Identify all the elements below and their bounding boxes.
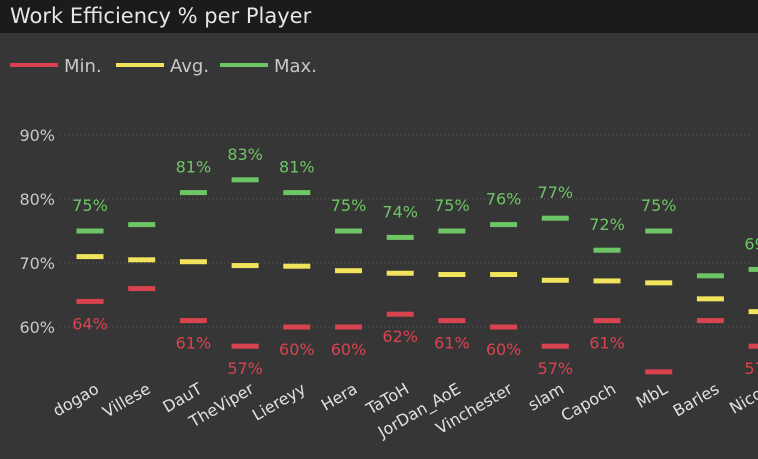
max-data-label: 81%: [176, 158, 212, 177]
min-data-label: 57%: [538, 359, 574, 378]
max-data-label: 75%: [641, 196, 677, 215]
min-mark: [386, 311, 414, 317]
avg-mark: [231, 263, 259, 269]
max-mark: [283, 190, 311, 196]
max-mark: [76, 228, 104, 234]
avg-mark: [335, 268, 362, 274]
x-tick-label: Barles: [670, 379, 723, 420]
avg-mark: [748, 309, 758, 315]
min-data-label: 61%: [176, 334, 212, 353]
x-tick-label: Villese: [99, 379, 153, 421]
max-mark: [490, 222, 518, 228]
max-mark: [748, 266, 758, 272]
max-mark: [128, 222, 156, 228]
avg-mark: [386, 270, 414, 276]
gridlines: [60, 134, 750, 328]
min-mark: [645, 369, 673, 375]
min-data-label: 61%: [589, 334, 625, 353]
avg-mark: [593, 278, 621, 284]
max-mark: [335, 228, 362, 234]
min-data-label: 60%: [486, 340, 522, 359]
min-data-label: 57%: [744, 359, 758, 378]
x-tick-label: Nicov: [726, 379, 758, 418]
avg-mark: [438, 272, 466, 278]
max-mark: [231, 177, 259, 183]
max-mark: [593, 247, 621, 253]
min-mark: [76, 298, 104, 304]
y-axis-ticks: 60% 70% 80% 90%: [19, 126, 55, 337]
max-data-label: 81%: [279, 158, 315, 177]
avg-mark: [541, 277, 569, 283]
legend-item[interactable]: Avg.: [116, 56, 209, 77]
min-mark: [541, 343, 569, 349]
min-mark: [128, 286, 156, 292]
max-data-label: 75%: [331, 196, 367, 215]
x-tick-label: Hera: [318, 379, 361, 415]
max-mark: [386, 234, 414, 240]
avg-mark: [179, 259, 207, 265]
x-tick-label: MbL: [633, 379, 671, 412]
chart-title: Work Efficiency % per Player: [10, 4, 312, 28]
legend-item[interactable]: Min.: [10, 56, 102, 77]
max-data-label: 69%: [744, 234, 758, 253]
min-data-label: 64%: [72, 314, 108, 333]
legend-label: Max.: [274, 56, 317, 77]
max-mark: [438, 228, 466, 234]
max-mark: [696, 273, 724, 279]
legend-item[interactable]: Max.: [220, 56, 317, 77]
max-data-label: 72%: [589, 215, 625, 234]
min-mark: [696, 318, 724, 324]
y-tick-label: 60%: [19, 318, 55, 337]
min-data-label: 60%: [331, 340, 367, 359]
min-mark: [490, 324, 518, 330]
y-tick-label: 70%: [19, 254, 55, 273]
min-mark: [593, 318, 621, 324]
min-data-label: 62%: [382, 327, 418, 346]
max-data-label: 75%: [72, 196, 108, 215]
min-mark: [179, 318, 207, 324]
x-tick-label: dogao: [49, 379, 102, 420]
max-mark: [179, 190, 207, 196]
avg-mark: [283, 263, 311, 269]
chart-marks: [76, 177, 758, 375]
avg-mark: [128, 257, 156, 263]
avg-mark: [696, 296, 724, 302]
y-tick-label: 90%: [19, 126, 55, 145]
min-data-label: 61%: [434, 334, 470, 353]
legend-label: Avg.: [170, 56, 209, 77]
y-tick-label: 80%: [19, 190, 55, 209]
avg-mark: [490, 272, 518, 278]
max-data-label: 77%: [538, 183, 574, 202]
legend-label: Min.: [64, 56, 102, 77]
x-tick-label: Capoch: [558, 379, 619, 425]
max-data-label: 83%: [227, 145, 263, 164]
max-mark: [541, 215, 569, 221]
data-labels: 75% 64% 81% 61% 83% 57% 81% 60% 75% 60% 74% 62% 75% 6…: [72, 145, 758, 378]
max-data-label: 76%: [486, 190, 522, 209]
max-data-label: 75%: [434, 196, 470, 215]
min-mark: [335, 324, 362, 330]
title-bar: Work Efficiency % per Player: [0, 0, 758, 33]
x-tick-label: Liereyy: [249, 379, 309, 425]
avg-mark: [76, 254, 104, 260]
max-data-label: 74%: [382, 202, 418, 221]
legend[interactable]: Min. Avg. Max.: [10, 56, 317, 77]
avg-mark: [645, 280, 673, 286]
min-data-label: 57%: [227, 359, 263, 378]
min-mark: [283, 324, 311, 330]
min-mark: [748, 343, 758, 349]
min-mark: [438, 318, 466, 324]
min-mark: [231, 343, 259, 349]
min-data-label: 60%: [279, 340, 315, 359]
max-mark: [645, 228, 673, 234]
